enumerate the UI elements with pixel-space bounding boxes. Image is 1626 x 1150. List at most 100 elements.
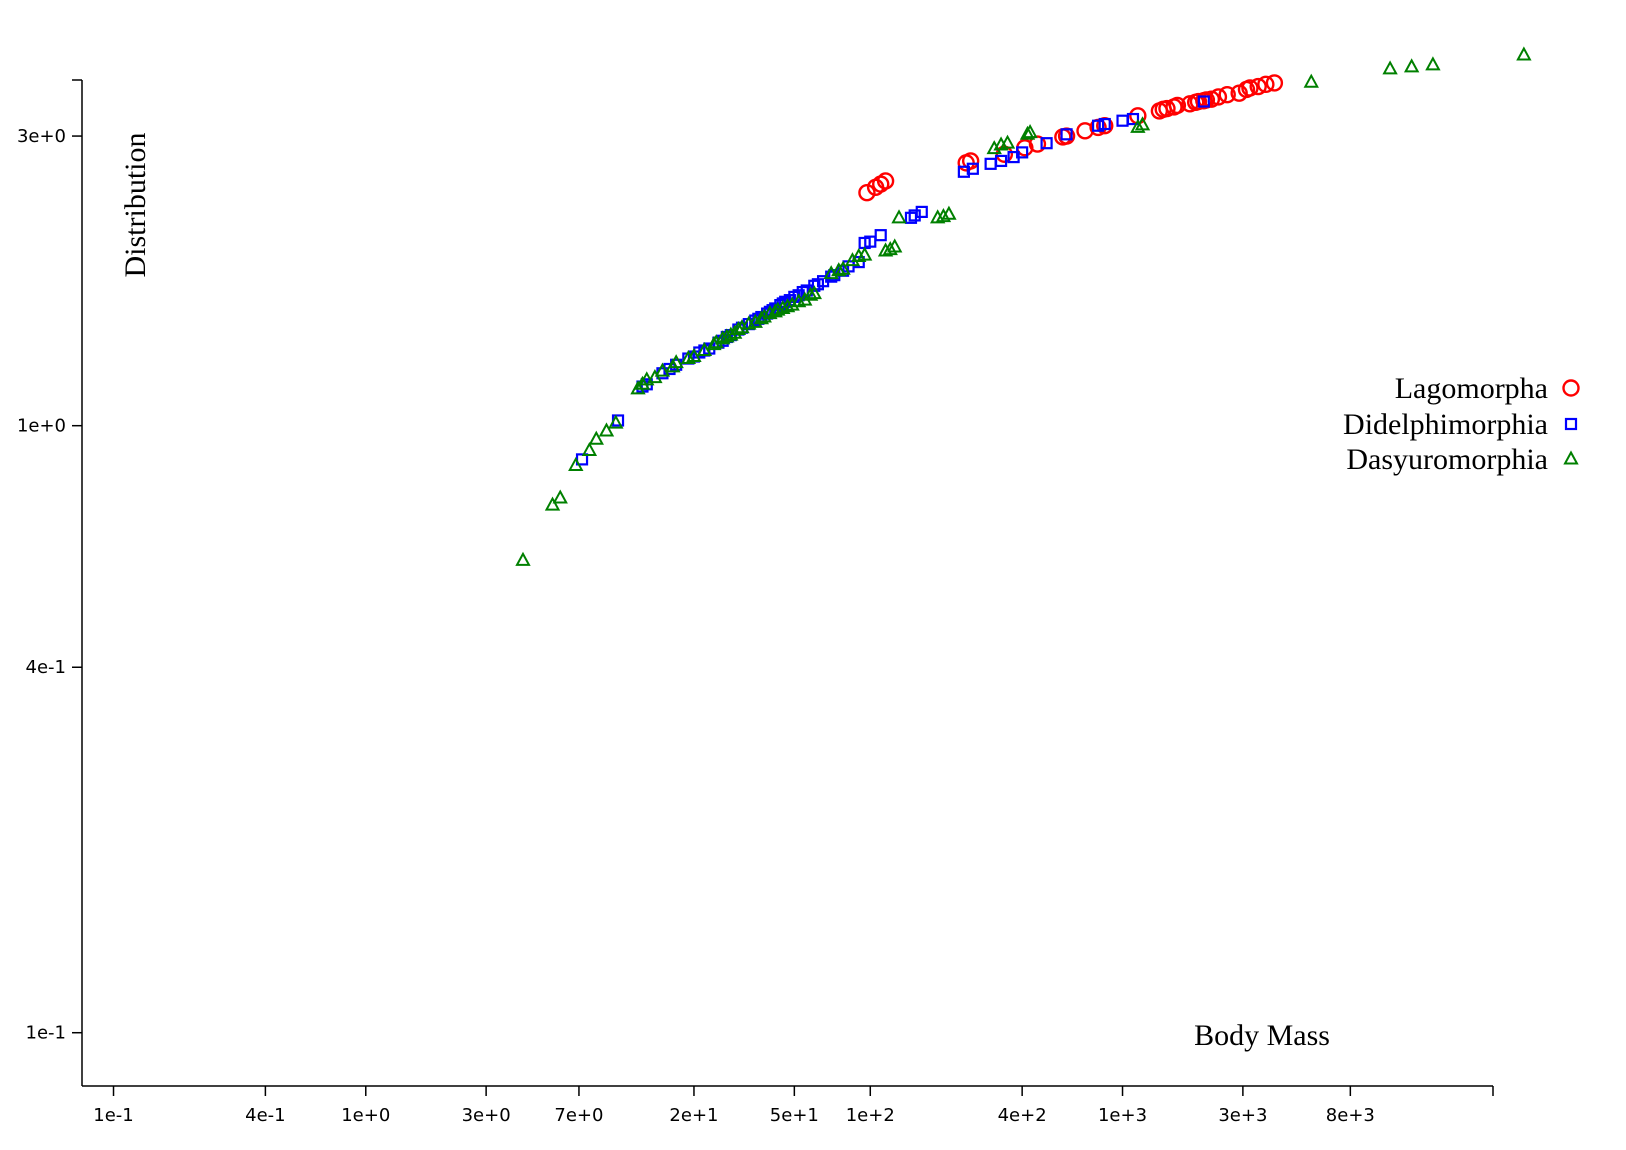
x-axis-title: Body Mass bbox=[1194, 1019, 1330, 1052]
data-point bbox=[915, 205, 928, 219]
data-point bbox=[961, 152, 980, 170]
data-point bbox=[1257, 75, 1275, 94]
data-point bbox=[1098, 117, 1111, 131]
data-point bbox=[984, 157, 997, 170]
data-points bbox=[515, 46, 1532, 566]
data-point bbox=[1241, 79, 1259, 97]
data-point bbox=[994, 154, 1008, 168]
data-point bbox=[1382, 60, 1398, 75]
data-point bbox=[1158, 99, 1176, 118]
data-point bbox=[935, 208, 952, 223]
data-point bbox=[882, 241, 898, 256]
data-point bbox=[686, 347, 702, 363]
data-point bbox=[1022, 123, 1038, 139]
data-point bbox=[844, 252, 861, 267]
y-tick-label: 1e-1 bbox=[26, 1023, 66, 1044]
data-point bbox=[647, 369, 663, 384]
data-point bbox=[1516, 46, 1532, 61]
x-tick-label: 1e+0 bbox=[341, 1105, 390, 1126]
data-point bbox=[874, 229, 887, 242]
data-point bbox=[858, 184, 876, 202]
data-point bbox=[1116, 114, 1129, 127]
data-point bbox=[831, 262, 847, 277]
data-point bbox=[852, 255, 865, 269]
x-tick-label: 4e-1 bbox=[245, 1105, 285, 1126]
data-point bbox=[654, 362, 671, 377]
y-axis: 1e-1 4e-1 1e+0 3e+0 bbox=[17, 79, 83, 1086]
y-tick-label: 1e+0 bbox=[17, 416, 66, 437]
legend-marker-triangle bbox=[1563, 450, 1579, 465]
data-point bbox=[876, 172, 895, 190]
data-point bbox=[770, 301, 786, 316]
data-point bbox=[708, 334, 724, 349]
y-axis-title: Distribution bbox=[119, 132, 152, 277]
data-point bbox=[1016, 146, 1029, 159]
data-point bbox=[608, 414, 624, 429]
series-dasyuromorphia bbox=[515, 46, 1532, 566]
data-point bbox=[1134, 116, 1151, 131]
x-tick-label: 3e+0 bbox=[462, 1105, 511, 1126]
data-point bbox=[1403, 58, 1420, 73]
data-point bbox=[515, 551, 531, 566]
data-point bbox=[598, 422, 615, 437]
data-point bbox=[908, 209, 921, 222]
legend-marker-square bbox=[1564, 417, 1578, 431]
data-point bbox=[1197, 95, 1210, 108]
data-point bbox=[588, 430, 604, 445]
data-point bbox=[1425, 56, 1441, 71]
data-point bbox=[1303, 73, 1319, 88]
data-point bbox=[835, 260, 851, 275]
data-point bbox=[568, 456, 584, 471]
data-point bbox=[941, 205, 957, 220]
data-point bbox=[891, 209, 907, 224]
data-point bbox=[1202, 90, 1221, 108]
legend-label: Didelphimorphia bbox=[1343, 408, 1548, 441]
data-point bbox=[634, 375, 651, 390]
x-tick-label: 8e+3 bbox=[1326, 1105, 1375, 1126]
data-point bbox=[1265, 74, 1284, 92]
y-tick-label: 3e+0 bbox=[17, 126, 66, 147]
x-tick-label: 2e+1 bbox=[669, 1105, 718, 1126]
x-tick-label: 3e+3 bbox=[1218, 1105, 1267, 1126]
x-axis: 1e-1 4e-1 1e+0 3e+0 7e+0 2e+1 5e+1 1e+2 4e+2 1e+3… bbox=[82, 1085, 1494, 1126]
data-point bbox=[999, 134, 1016, 149]
data-point bbox=[806, 285, 822, 300]
data-point bbox=[730, 320, 747, 336]
data-point bbox=[668, 354, 684, 369]
data-point bbox=[1218, 85, 1236, 104]
legend-label: Lagomorpha bbox=[1395, 372, 1548, 405]
x-tick-label: 1e+3 bbox=[1098, 1105, 1147, 1126]
data-point bbox=[552, 489, 568, 504]
data-point bbox=[779, 298, 796, 313]
data-point bbox=[680, 349, 697, 365]
legend-marker-circle bbox=[1562, 379, 1580, 397]
data-point bbox=[581, 441, 598, 457]
data-point bbox=[1091, 119, 1105, 132]
data-point bbox=[784, 296, 800, 311]
data-point bbox=[966, 162, 979, 175]
data-point bbox=[856, 246, 873, 261]
data-point bbox=[1040, 137, 1053, 150]
series-didelphimorphia bbox=[575, 95, 1210, 466]
x-tick-label: 1e+2 bbox=[846, 1105, 895, 1126]
y-tick-label: 4e-1 bbox=[26, 657, 66, 678]
data-point bbox=[1126, 112, 1140, 126]
data-point bbox=[756, 308, 772, 323]
data-point bbox=[887, 238, 903, 253]
data-point bbox=[1249, 77, 1267, 96]
data-point bbox=[1130, 118, 1146, 133]
data-point bbox=[1060, 128, 1073, 141]
data-point bbox=[544, 496, 561, 511]
data-point bbox=[1019, 125, 1036, 140]
x-tick-label: 7e+0 bbox=[554, 1105, 603, 1126]
data-point bbox=[1209, 88, 1228, 106]
x-tick-label: 4e+2 bbox=[998, 1105, 1047, 1126]
data-point bbox=[1028, 135, 1047, 153]
data-point bbox=[775, 299, 791, 314]
x-tick-label: 1e-1 bbox=[93, 1105, 133, 1126]
data-point bbox=[1168, 96, 1187, 115]
x-tick-label: 5e+1 bbox=[770, 1105, 819, 1126]
data-point bbox=[864, 235, 877, 248]
